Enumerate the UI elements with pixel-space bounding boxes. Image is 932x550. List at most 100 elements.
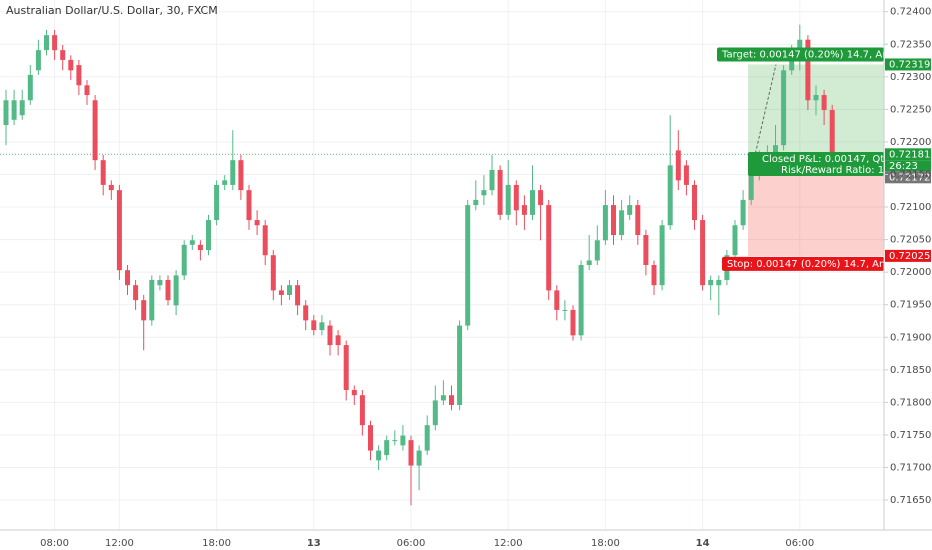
candle-body — [829, 110, 835, 155]
last-price-label: 0.72181 — [889, 149, 930, 160]
axes: 0.724000.723500.723000.722500.722000.721… — [40, 7, 931, 549]
candle-body — [521, 205, 527, 215]
candle-body — [319, 322, 325, 331]
x-tick-label: 12:00 — [105, 538, 134, 549]
candle-body — [165, 279, 171, 301]
candle-body — [157, 279, 163, 286]
candle-body — [700, 220, 706, 286]
candle-body — [116, 190, 122, 271]
candle-body — [60, 50, 66, 60]
x-tick-label: 13 — [307, 538, 321, 549]
stop-zone — [748, 160, 884, 256]
candle-body — [287, 285, 292, 295]
candle-body — [602, 205, 608, 241]
y-tick-label: 0.72150 — [890, 169, 931, 180]
candle-body — [141, 300, 147, 321]
candle-body — [52, 35, 58, 51]
candle-body — [449, 395, 454, 405]
candle-body — [35, 50, 41, 71]
candle-body — [327, 325, 333, 346]
candle-body — [181, 244, 187, 276]
candle-body — [440, 395, 446, 401]
candle-body — [651, 265, 657, 286]
candle-body — [238, 160, 244, 191]
candle-body — [805, 39, 811, 101]
candle-body — [108, 184, 114, 191]
candle-body — [133, 285, 139, 301]
candle-body — [554, 290, 560, 310]
candle-body — [473, 199, 479, 206]
candle-body — [222, 180, 228, 185]
x-tick-label: 18:00 — [202, 538, 231, 549]
stop-price-label: 0.72025 — [889, 251, 930, 262]
candle-body — [683, 165, 689, 185]
x-tick-label: 18:00 — [591, 538, 620, 549]
candle-body — [44, 35, 49, 51]
candle-body — [667, 165, 673, 226]
y-tick-label: 0.71950 — [890, 300, 931, 311]
x-tick-label: 06:00 — [785, 538, 814, 549]
candle-body — [692, 184, 697, 221]
candle-body — [76, 65, 82, 86]
y-tick-label: 0.71650 — [890, 495, 931, 506]
candle-body — [659, 225, 665, 286]
candle-body — [400, 435, 406, 446]
y-tick-label: 0.72050 — [890, 235, 931, 246]
candle-body — [748, 169, 754, 200]
candle-body — [675, 150, 681, 181]
candle-body — [481, 190, 487, 196]
candle-body — [125, 270, 130, 286]
entry-price-label: 0.72172 — [889, 172, 930, 183]
candle-body — [432, 400, 438, 426]
y-tick-label: 0.71800 — [890, 397, 931, 408]
candle-body — [368, 425, 373, 451]
candle-body — [189, 240, 195, 245]
candle-body — [246, 190, 252, 221]
candle-body — [716, 279, 722, 286]
y-tick-label: 0.72400 — [890, 7, 931, 18]
target-price-label-box — [885, 58, 931, 71]
pnl-label: Closed P&L: 0.00147, Qty: 17 — [762, 154, 909, 165]
x-tick-label: 08:00 — [40, 538, 69, 549]
target-label: Target: 0.00147 (0.20%) 14.7, Am — [721, 49, 892, 60]
candle-body — [708, 279, 714, 286]
candle-body — [230, 160, 236, 185]
stop-price-label-box — [885, 249, 931, 262]
candle-body — [270, 255, 276, 291]
candle-body — [530, 190, 535, 215]
candle-body — [538, 190, 544, 206]
candle-body — [262, 225, 268, 256]
candle-body — [173, 275, 179, 306]
candle-body — [643, 235, 649, 265]
candle-body — [546, 205, 552, 291]
x-tick-label: 06:00 — [397, 538, 426, 549]
y-tick-label: 0.72100 — [890, 202, 931, 213]
last-price-label-box — [885, 148, 931, 161]
candle-body — [206, 220, 211, 251]
candle-body — [505, 184, 511, 215]
candle-body — [68, 59, 74, 71]
candle-body — [214, 184, 220, 221]
chart-title: Australian Dollar/U.S. Dollar, 30, FXCM — [6, 4, 218, 17]
countdown: 26:23 — [889, 161, 918, 172]
y-tick-label: 0.71850 — [890, 365, 931, 376]
candle-body — [611, 205, 616, 236]
y-tick-label: 0.72200 — [890, 137, 931, 148]
candle-body — [821, 95, 827, 111]
candle-body — [578, 265, 584, 336]
candle-body — [295, 285, 301, 306]
candle-body — [489, 169, 495, 191]
y-tick-label: 0.72350 — [890, 39, 931, 50]
grid — [0, 0, 884, 530]
candle-body — [149, 279, 155, 321]
candle-body — [513, 184, 519, 211]
y-tick-label: 0.72300 — [890, 72, 931, 83]
candle-body — [416, 450, 422, 466]
candle-body — [92, 100, 98, 161]
x-tick-label: 14 — [696, 538, 710, 549]
candle-body — [278, 290, 284, 295]
candle-body — [197, 244, 203, 251]
candle-body — [627, 205, 633, 215]
candle-body — [335, 335, 341, 346]
